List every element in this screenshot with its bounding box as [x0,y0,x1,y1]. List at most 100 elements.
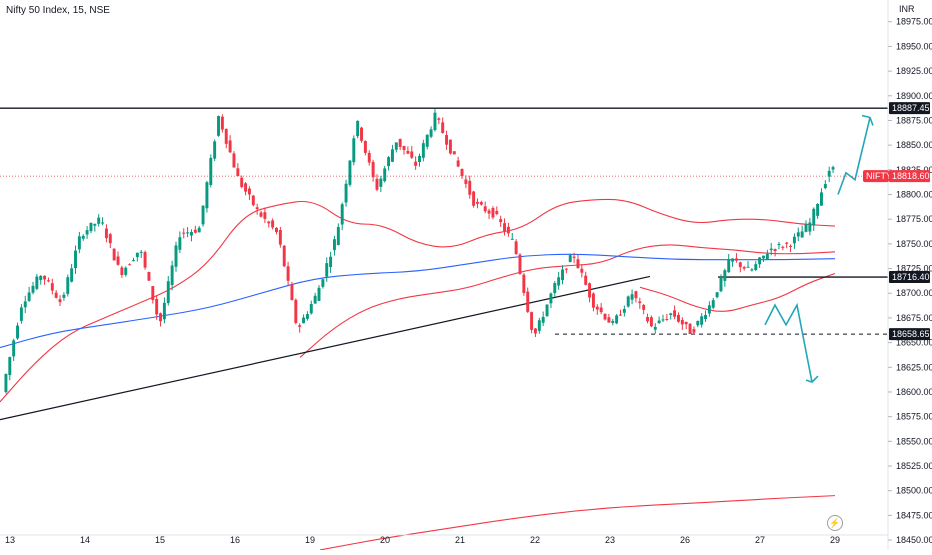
candle-body [182,232,186,234]
price-tag-box [889,328,930,341]
candle-body [186,232,190,234]
candle-body [615,315,619,324]
candle-body [653,326,657,330]
candle-body [124,267,128,275]
candle-body [738,262,742,268]
trend-line[interactable] [0,275,651,421]
candle-body [232,153,236,168]
candle-body [553,283,557,294]
projection-down-arrowhead [805,375,819,384]
chart-title: Nifty 50 Index, 15, NSE [6,5,110,16]
candle-body [460,168,464,176]
x-tick-label: 22 [530,535,540,545]
projection-up-path[interactable] [837,117,871,195]
indicator-line [0,198,836,403]
y-tick-label: 18825.00 [896,165,932,175]
candle-body [472,191,476,206]
price-tag-label: 18658.65 [892,329,930,339]
candle-body [711,300,715,308]
candle-body [464,179,468,184]
candle-body [700,316,704,325]
candle-body [143,252,147,268]
x-tick-label: 13 [5,535,15,545]
candle-body [433,112,437,131]
candle-body [344,183,348,203]
candle-body [823,184,827,189]
candle-body [240,177,244,187]
candle-body [251,195,255,206]
candle-body [510,238,514,240]
candle-body [719,277,723,292]
candle-body [715,292,719,298]
candle-body [201,205,205,225]
candle-body [54,292,58,298]
candle-body [503,223,507,232]
y-tick-label: 18525.00 [896,461,932,471]
candle-body [742,267,746,269]
candle-body [302,317,306,324]
x-tick-label: 21 [455,535,465,545]
candle-body [792,236,796,244]
candle-body [638,301,642,304]
candle-body [707,305,711,314]
candle-body [591,293,595,308]
candle-body [704,315,707,319]
candle-body [452,151,456,155]
symbol-tag-label: NIFTY [866,171,892,181]
indicator-line [639,272,836,312]
candle-body [162,302,166,320]
candle-body [305,314,309,319]
lightning-bolt-icon[interactable]: ⚡ [827,515,843,531]
x-tick-label: 26 [680,535,690,545]
candle-body [468,180,472,195]
candle-body [568,255,572,262]
candle-body [765,253,769,260]
candle-body [244,183,248,192]
candle-body [360,127,363,141]
candle-body [120,267,124,275]
candle-body [769,248,773,251]
candle-body [684,321,688,325]
candle-body [599,307,603,313]
candle-body [58,299,62,303]
y-tick-label: 18675.00 [896,313,932,323]
candle-body [441,122,445,133]
candle-body [657,320,661,324]
candle-body [155,299,159,315]
candle-body [81,235,85,239]
candle-body [139,251,143,253]
candle-body [611,321,615,323]
candle-body [541,316,545,323]
candle-body [723,270,727,281]
candle-body [680,319,684,325]
candle-body [62,294,66,298]
candle-body [696,321,700,326]
candle-body [159,313,163,322]
candle-body [132,260,135,262]
candle-body [789,245,793,247]
projection-down-path[interactable] [764,302,813,383]
candle-body [549,293,553,304]
candle-body [619,314,622,316]
candle-body [27,292,31,301]
candle-body [352,138,356,163]
x-tick-label: 20 [380,535,390,545]
candle-body [808,222,812,232]
candle-body [267,221,271,224]
y-tick-label: 18550.00 [896,436,932,446]
candle-body [642,305,646,310]
candle-body [727,259,731,273]
candle-body [43,275,47,280]
candle-body [50,283,54,291]
candle-body [398,138,402,147]
price-tag-box [889,271,930,284]
indicator-line [319,495,836,551]
candle-body [19,307,23,321]
candle-body [224,128,228,144]
price-tag-box [863,170,889,183]
candle-body [104,228,108,239]
y-tick-label: 18725.00 [896,264,932,274]
candle-body [298,325,302,327]
